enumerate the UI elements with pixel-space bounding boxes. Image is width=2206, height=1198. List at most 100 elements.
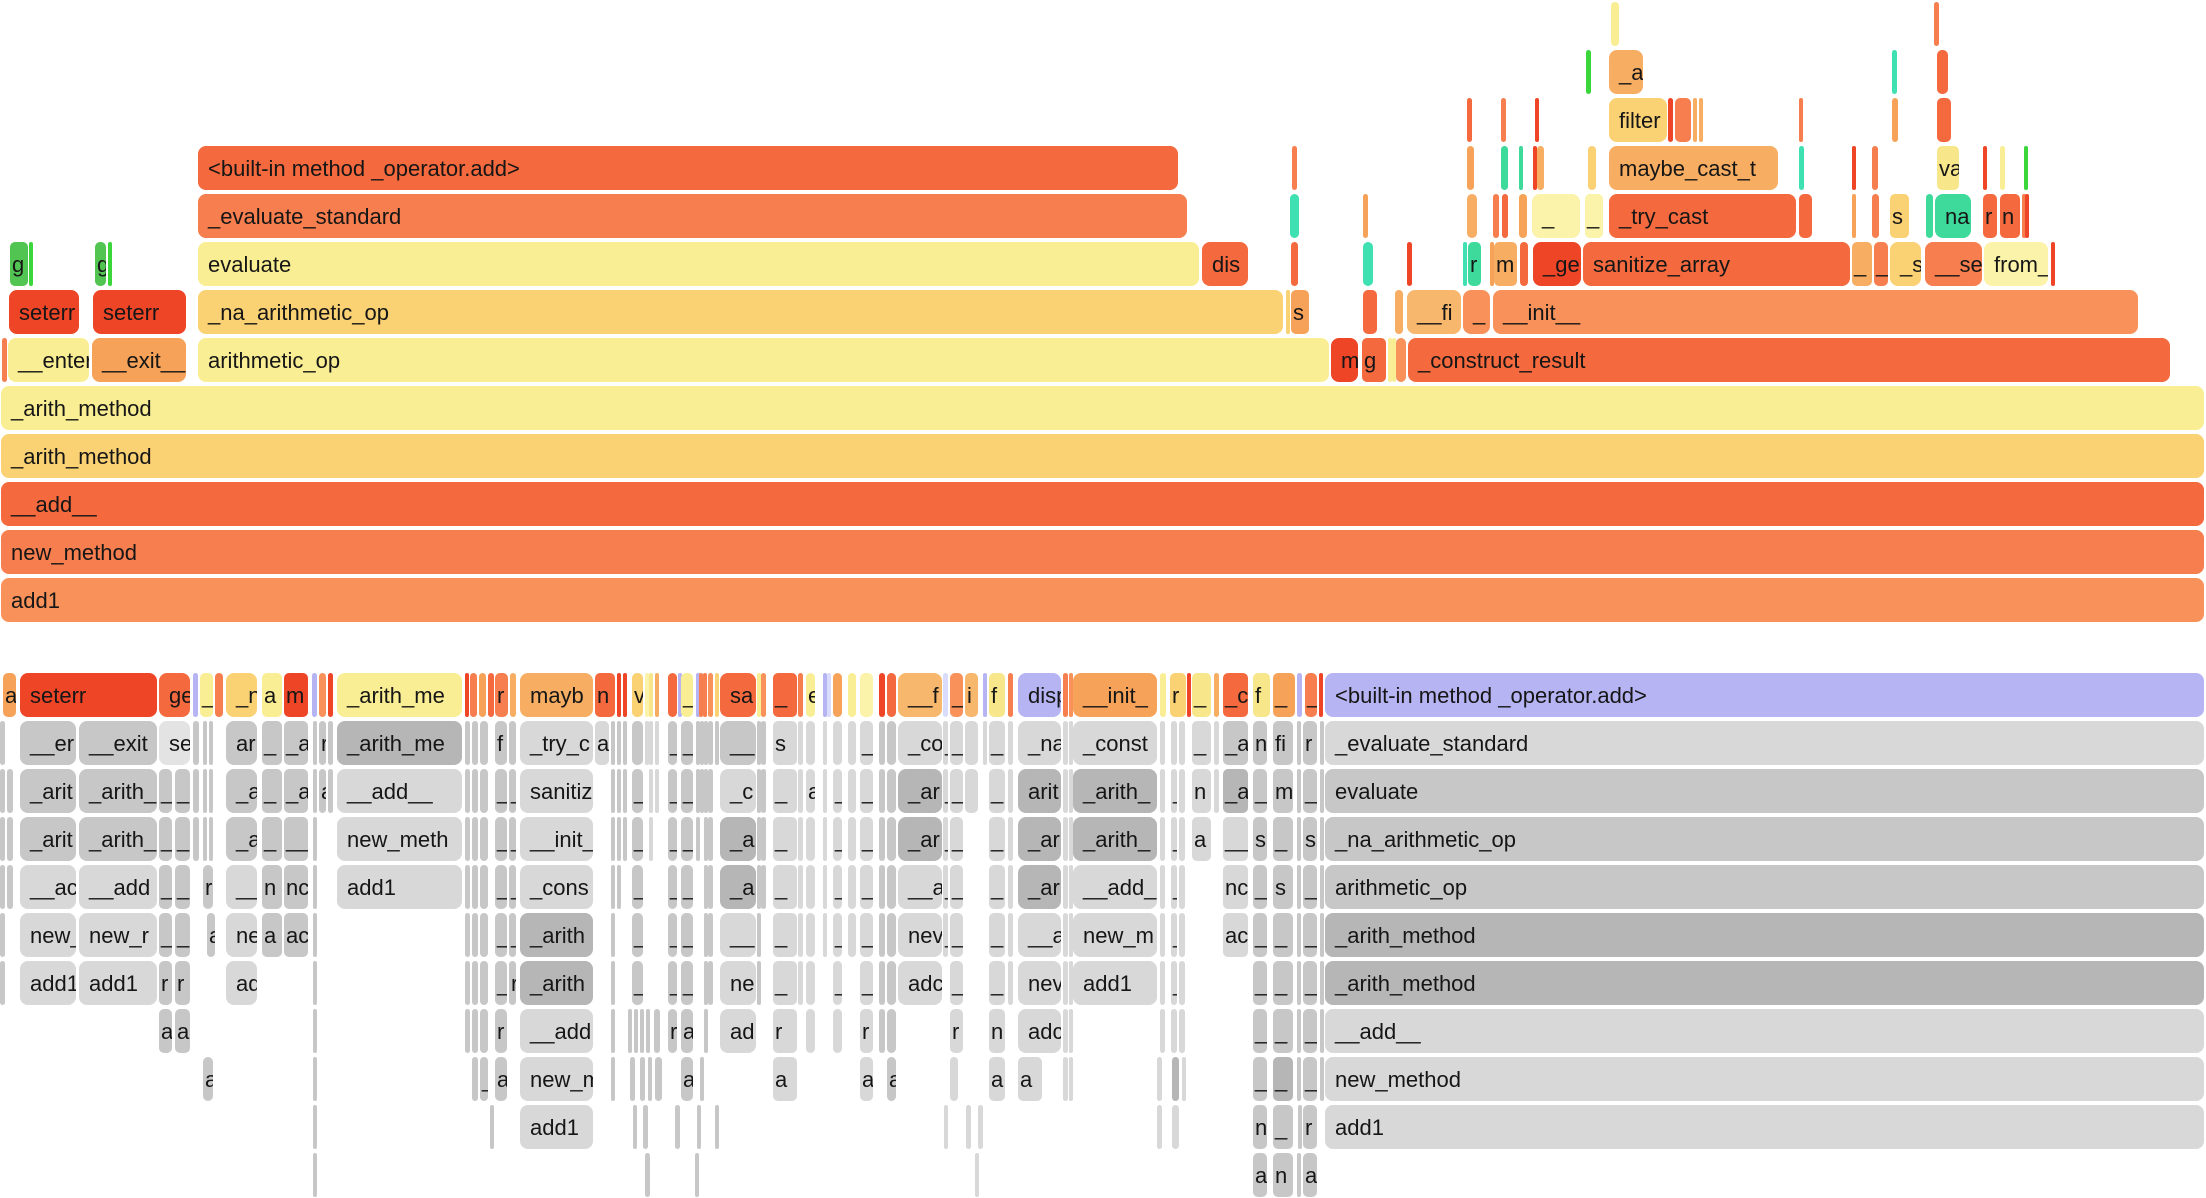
frame-sliver[interactable] xyxy=(472,817,478,861)
frame-sliver[interactable] xyxy=(1493,194,1499,238)
frame-fi[interactable]: fi xyxy=(1273,721,1293,765)
frame-frame[interactable]: _ xyxy=(1585,194,1603,238)
frame-sliver[interactable] xyxy=(1799,98,1803,142)
frame-arith[interactable]: _arith_ xyxy=(79,769,157,813)
frame-sliver[interactable] xyxy=(978,1105,983,1149)
frame-a[interactable]: a xyxy=(1303,1153,1317,1197)
frame-sliver[interactable] xyxy=(757,769,761,813)
frame-r[interactable]: r xyxy=(1303,721,1317,765)
frame-sliver[interactable] xyxy=(313,1105,317,1149)
frame-sliver[interactable] xyxy=(887,673,896,717)
frame-se[interactable]: se xyxy=(159,721,190,765)
frame-a[interactable]: a xyxy=(989,1057,1005,1101)
frame-sanitiz[interactable]: sanitiz xyxy=(520,769,593,813)
frame-a[interactable]: a xyxy=(1018,1057,1042,1101)
frame-sliver[interactable] xyxy=(510,673,516,717)
frame-arithmetic-op[interactable]: arithmetic_op xyxy=(198,338,1329,382)
frame-sliver[interactable] xyxy=(1008,865,1013,909)
frame-sliver[interactable] xyxy=(1063,673,1068,717)
frame-r[interactable]: r xyxy=(159,961,172,1005)
frame-sliver[interactable] xyxy=(668,673,677,717)
frame-na[interactable]: _na xyxy=(1018,721,1061,765)
frame-sliver[interactable] xyxy=(695,1153,699,1197)
frame-sliver[interactable] xyxy=(887,913,896,957)
frame-frame[interactable]: _ xyxy=(1253,1009,1267,1053)
frame-sliver[interactable] xyxy=(1892,98,1898,142)
frame-sliver[interactable] xyxy=(806,817,815,861)
frame-frame[interactable]: _ xyxy=(860,721,873,765)
frame-sliver[interactable] xyxy=(1586,50,1591,94)
frame-a[interactable]: a xyxy=(495,1057,507,1101)
frame-sliver[interactable] xyxy=(1395,290,1403,334)
frame-frame[interactable]: _ xyxy=(989,865,1005,909)
frame-add1[interactable]: add1 xyxy=(1073,961,1157,1005)
frame-frame[interactable]: _ xyxy=(495,769,507,813)
frame-sliver[interactable] xyxy=(313,721,317,765)
frame-sliver[interactable] xyxy=(1298,1105,1302,1149)
frame-sliver[interactable] xyxy=(1160,769,1165,813)
frame-arit[interactable]: _arit xyxy=(20,769,76,813)
frame-evaluate[interactable]: evaluate xyxy=(198,242,1199,286)
frame-cons[interactable]: _cons xyxy=(520,865,593,909)
frame-sliver[interactable] xyxy=(887,769,896,813)
frame-a[interactable]: a xyxy=(681,1057,693,1101)
frame-sliver[interactable] xyxy=(1063,769,1068,813)
frame-frame[interactable]: _ xyxy=(1303,913,1317,957)
frame-sliver[interactable] xyxy=(860,673,873,717)
frame-sliver[interactable] xyxy=(193,817,199,861)
frame-frame[interactable]: _ xyxy=(1273,1105,1293,1149)
frame-sliver[interactable] xyxy=(1069,769,1073,813)
frame-sliver[interactable] xyxy=(806,961,815,1005)
frame-frame[interactable]: _ xyxy=(773,769,797,813)
frame-sliver[interactable] xyxy=(1501,146,1508,190)
frame-n[interactable]: n xyxy=(2000,194,2020,238)
frame-frame[interactable]: _ xyxy=(943,865,948,909)
frame-sliver[interactable] xyxy=(649,769,653,813)
frame-sliver[interactable] xyxy=(1319,673,1323,717)
frame-sliver[interactable] xyxy=(879,865,885,909)
frame-sliver[interactable] xyxy=(879,721,885,765)
frame-sliver[interactable] xyxy=(696,721,700,765)
frame-frame[interactable]: _ xyxy=(681,769,693,813)
frame-sliver[interactable] xyxy=(887,961,896,1005)
frame-sliver[interactable] xyxy=(757,673,761,717)
frame-sliver[interactable] xyxy=(1675,98,1691,142)
frame-s[interactable]: s xyxy=(1291,290,1309,334)
frame-s[interactable]: _s xyxy=(1890,242,1921,286)
frame-sliver[interactable] xyxy=(634,1009,638,1053)
frame-a[interactable]: a xyxy=(203,1057,213,1101)
frame-sliver[interactable] xyxy=(1171,721,1177,765)
frame-sliver[interactable] xyxy=(1297,769,1301,813)
frame-s[interactable]: s xyxy=(773,721,797,765)
frame-frame[interactable]: _ xyxy=(495,913,507,957)
frame-frame[interactable]: _ xyxy=(509,865,516,909)
frame-sliver[interactable] xyxy=(1069,913,1073,957)
frame-sliver[interactable] xyxy=(798,721,803,765)
frame-ad[interactable]: ad xyxy=(720,1009,756,1053)
frame-arith-method[interactable]: _arith_method xyxy=(1,434,2204,478)
frame-sliver[interactable] xyxy=(313,1009,317,1053)
frame-frame[interactable]: _ xyxy=(833,769,842,813)
frame-arith-method[interactable]: _arith_method xyxy=(1325,913,2204,957)
frame-g[interactable]: g xyxy=(95,242,106,286)
frame-sliver[interactable] xyxy=(1799,146,1804,190)
frame-f[interactable]: f xyxy=(989,673,1005,717)
frame-sliver[interactable] xyxy=(757,961,761,1005)
frame-frame[interactable]: _ xyxy=(175,769,190,813)
frame-sliver[interactable] xyxy=(640,1057,645,1101)
frame-sliver[interactable] xyxy=(623,721,627,765)
frame-sliver[interactable] xyxy=(655,721,659,765)
frame-frame[interactable]: _ xyxy=(632,865,643,909)
frame-sliver[interactable] xyxy=(193,769,199,813)
frame-frame[interactable]: _ xyxy=(1273,1009,1293,1053)
frame-sliver[interactable] xyxy=(472,961,478,1005)
frame-frame[interactable]: _ xyxy=(1273,961,1293,1005)
frame-r[interactable]: r xyxy=(495,1009,507,1053)
frame-add1[interactable]: add1 xyxy=(337,865,462,909)
frame-sliver[interactable] xyxy=(472,1057,478,1101)
frame-sliver[interactable] xyxy=(708,769,713,813)
frame-sliver[interactable] xyxy=(193,721,199,765)
frame-arith[interactable]: _arith_ xyxy=(1073,769,1157,813)
frame-sliver[interactable] xyxy=(879,673,885,717)
frame-a[interactable]: _a xyxy=(720,817,756,861)
